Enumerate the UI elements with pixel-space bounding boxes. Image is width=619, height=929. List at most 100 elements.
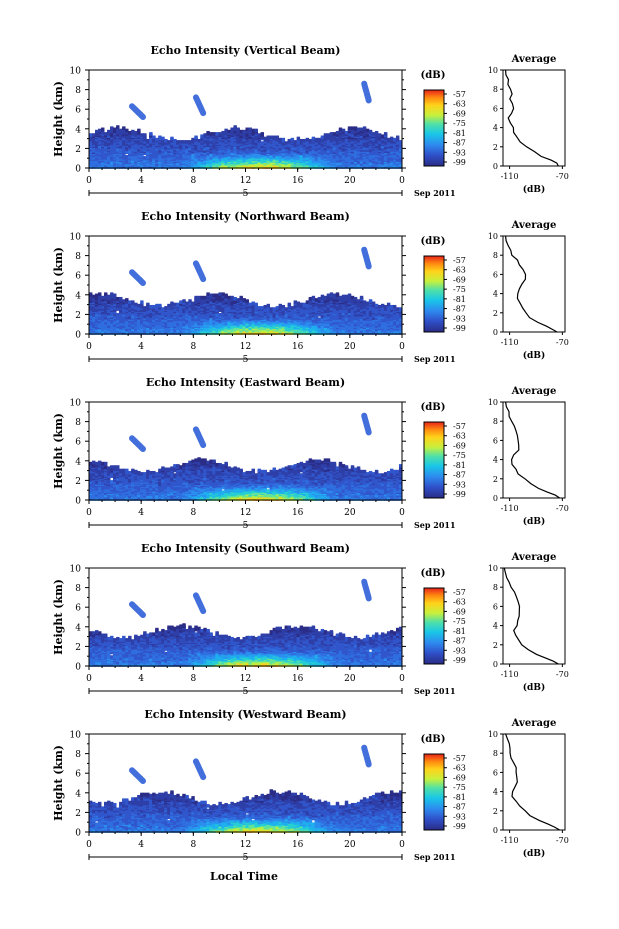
heatmap-cell <box>107 145 111 150</box>
heatmap-cell <box>170 136 174 141</box>
heatmap-cell <box>110 154 114 159</box>
heatmap-cell <box>317 157 322 161</box>
heatmap-cell <box>128 138 132 143</box>
heatmap-cell <box>116 296 120 301</box>
heatmap-cell <box>218 312 222 317</box>
heatmap-cell <box>161 307 165 311</box>
y-tick-label: 4 <box>75 125 81 135</box>
heatmap-cell <box>104 148 108 152</box>
heatmap-cell <box>110 132 114 136</box>
heatmap-cell <box>116 158 120 162</box>
heatmap-cell <box>137 303 141 308</box>
heatmap-cell <box>233 132 237 136</box>
heatmap-cell <box>215 159 219 164</box>
heatmap-cell <box>170 159 174 164</box>
heatmap-cell <box>134 312 138 317</box>
heatmap-cell <box>128 136 132 141</box>
heatmap-cell <box>242 129 246 134</box>
heatmap-cell <box>245 127 249 132</box>
heatmap-cell <box>128 144 132 149</box>
colorbar-tick-label: -93 <box>453 148 466 157</box>
heatmap-cell <box>206 151 210 156</box>
heatmap-cell <box>251 301 255 306</box>
heatmap-cell <box>149 312 153 317</box>
heatmap-cell <box>101 149 105 153</box>
heatmap-cell <box>176 140 180 144</box>
cloud-echo <box>361 80 372 104</box>
heatmap-cell <box>185 301 189 306</box>
heatmap-cell <box>203 136 207 141</box>
heatmap-cell <box>311 295 316 300</box>
average-y-tick-label: 2 <box>493 143 498 152</box>
heatmap-cell <box>152 150 156 154</box>
heatmap-cell <box>197 138 201 143</box>
heatmap-cell <box>164 154 168 159</box>
heatmap-cell <box>254 142 258 146</box>
heatmap-cell <box>317 296 322 301</box>
heatmap-cell <box>239 295 243 300</box>
heatmap-cell <box>104 136 108 141</box>
heatmap-cell <box>98 292 102 296</box>
heatmap-cell <box>272 158 276 162</box>
heatmap-cell <box>149 304 153 309</box>
heatmap-cell <box>119 144 123 149</box>
heatmap-cell <box>248 154 252 159</box>
x-tick-label: 8 <box>190 176 196 186</box>
heatmap-cell <box>170 301 174 306</box>
heatmap-cell <box>272 307 276 311</box>
heatmap-cell <box>191 137 195 142</box>
heatmap-cell <box>293 310 298 315</box>
heatmap-cell <box>107 129 111 134</box>
heatmap-cell <box>284 141 289 145</box>
heatmap-cell <box>179 154 183 159</box>
heatmap-cell <box>203 140 207 144</box>
heatmap-cell <box>260 141 264 145</box>
heatmap-cell <box>197 317 201 322</box>
heatmap-cell <box>149 156 153 160</box>
heatmap-cell <box>314 137 319 142</box>
heatmap-cell <box>143 146 147 151</box>
heatmap-cell <box>236 142 240 146</box>
heatmap-cell <box>221 157 225 161</box>
heatmap-cell <box>128 150 132 154</box>
colorbar-tick-label: -57 <box>453 90 466 99</box>
heatmap-cell <box>122 136 126 141</box>
heatmap-cell <box>203 295 207 300</box>
heatmap-cell <box>206 292 210 296</box>
heatmap-cell <box>161 136 165 141</box>
heatmap-cell <box>227 129 231 134</box>
heatmap-cell <box>206 157 210 161</box>
heatmap-cell <box>182 140 186 144</box>
heatmap-cell <box>236 127 240 132</box>
heatmap-cell <box>269 307 273 311</box>
heatmap-cell <box>161 154 165 159</box>
heatmap-cell <box>326 293 331 298</box>
heatmap-cell <box>299 302 304 307</box>
heatmap-cell <box>224 293 228 298</box>
heatmap-cell <box>332 132 337 136</box>
heatmap-cell <box>344 130 349 135</box>
heatmap-cell <box>191 153 195 158</box>
heatmap-cell <box>284 314 289 318</box>
heatmap-cell <box>305 300 310 304</box>
heatmap-cell <box>314 298 319 302</box>
average-x-tick-label: -70 <box>556 172 569 181</box>
heatmap-cell <box>380 134 385 138</box>
heatmap-cell <box>227 149 231 153</box>
heatmap-cell <box>203 149 207 153</box>
heatmap-cell <box>383 132 388 136</box>
heatmap-cell <box>326 133 331 137</box>
heatmap-cell <box>170 151 174 156</box>
heatmap-cell <box>257 133 261 137</box>
heatmap-cell <box>152 146 156 151</box>
heatmap-cell <box>290 306 295 310</box>
heatmap-cell <box>137 135 141 140</box>
heatmap-cell <box>356 127 361 132</box>
heatmap-cell <box>158 303 162 308</box>
heatmap-cell <box>125 298 129 302</box>
colorbar-tick-label: -69 <box>453 109 466 118</box>
heatmap-cell <box>221 143 225 148</box>
colorbar-unit: (dB) <box>421 70 446 81</box>
heatmap-cell <box>89 292 93 296</box>
heatmap-cell <box>365 141 370 145</box>
